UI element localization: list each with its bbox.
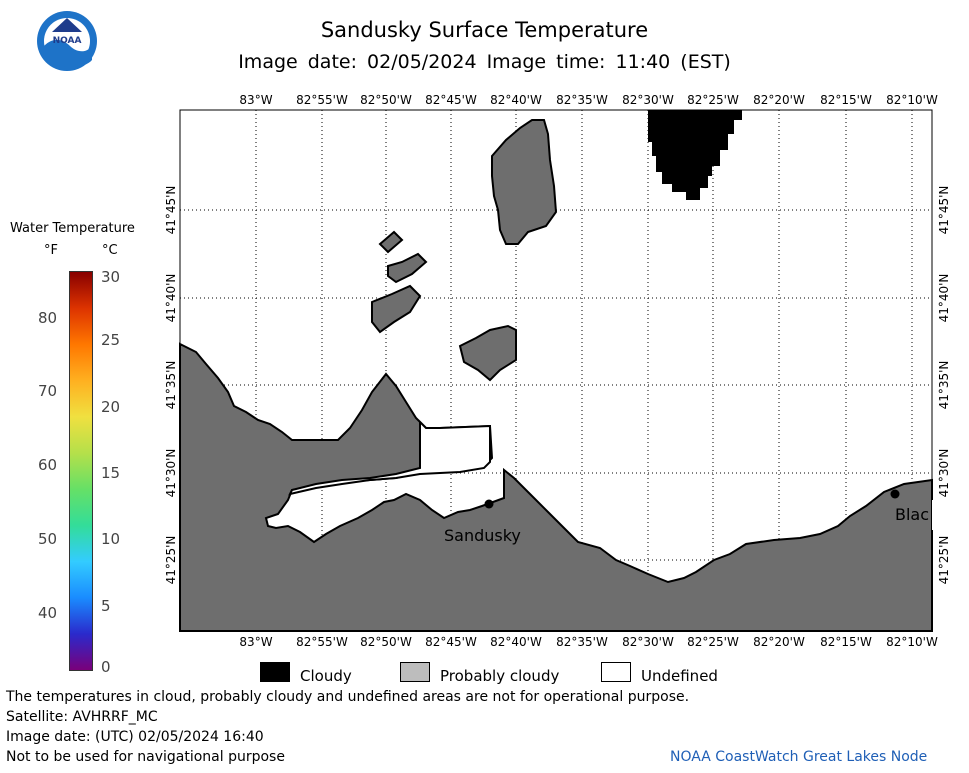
f-tick-80: 80 — [38, 309, 58, 327]
legend-title: Water Temperature — [10, 221, 135, 236]
c-tick-25: 25 — [101, 331, 121, 349]
sandusky-bay — [288, 419, 491, 496]
right-lat-label: 41°35'N — [937, 361, 951, 410]
bottom-lon-label: 82°20'W — [753, 635, 805, 649]
left-lat-label: 41°30'N — [164, 449, 178, 498]
temperature-colorbar — [69, 271, 93, 671]
c-tick-20: 20 — [101, 398, 121, 416]
bottom-lon-label: 82°25'W — [687, 635, 739, 649]
map-title: Sandusky Surface Temperature — [320, 18, 649, 42]
f-tick-40: 40 — [38, 604, 58, 622]
top-lon-label: 83°W — [239, 93, 272, 107]
left-lat-label: 41°25'N — [164, 536, 178, 585]
key-swatch-undefined — [601, 662, 631, 682]
bass-island-1 — [371, 284, 422, 334]
footer-satellite: Satellite: AVHRRF_MC — [6, 709, 158, 725]
right-lat-label: 41°45'N — [937, 186, 951, 235]
top-lon-label: 82°55'W — [296, 93, 348, 107]
bass-island-3 — [378, 230, 404, 254]
top-lon-label: 82°10'W — [886, 93, 938, 107]
c-tick-5: 5 — [101, 597, 111, 615]
bottom-lon-label: 82°35'W — [556, 635, 608, 649]
black-river-marker — [890, 489, 900, 499]
place-label-blac: Blac — [895, 505, 929, 524]
right-lat-label: 41°40'N — [937, 274, 951, 323]
bottom-lon-label: 83°W — [239, 635, 272, 649]
f-tick-70: 70 — [38, 382, 58, 400]
top-lon-label: 82°15'W — [820, 93, 872, 107]
footer-credit: NOAA CoastWatch Great Lakes Node — [670, 749, 928, 765]
key-label-cloudy: Cloudy — [300, 667, 352, 685]
bottom-lon-label: 82°30'W — [622, 635, 674, 649]
footer-utc-date: Image date: (UTC) 02/05/2024 16:40 — [6, 729, 264, 745]
footer-disclaimer: The temperatures in cloud, probably clou… — [6, 689, 690, 705]
c-tick-15: 15 — [101, 464, 121, 482]
c-tick-10: 10 — [101, 530, 121, 548]
left-lat-label: 41°35'N — [164, 361, 178, 410]
key-swatch-cloudy — [260, 662, 290, 682]
c-tick-30: 30 — [101, 268, 121, 286]
kelleys-island — [458, 324, 517, 382]
right-lat-label: 41°25'N — [937, 536, 951, 585]
top-lon-label: 82°20'W — [753, 93, 805, 107]
top-lon-label: 82°50'W — [360, 93, 412, 107]
key-label-probably-cloudy: Probably cloudy — [440, 667, 560, 685]
top-lon-label: 82°40'W — [490, 93, 542, 107]
footer-navigation-warning: Not to be used for navigational purpose — [6, 749, 285, 765]
f-tick-50: 50 — [38, 530, 58, 548]
top-lon-label: 82°45'W — [425, 93, 477, 107]
bottom-lon-label: 82°15'W — [820, 635, 872, 649]
left-lat-label: 41°45'N — [164, 186, 178, 235]
key-swatch-probably-cloudy — [400, 662, 430, 682]
noaa-logo: NOAA — [36, 10, 98, 72]
unit-fahrenheit: °F — [44, 243, 58, 258]
bottom-lon-label: 82°45'W — [425, 635, 477, 649]
bass-island-2 — [387, 252, 428, 284]
bottom-lon-label: 82°55'W — [296, 635, 348, 649]
place-label-sandusky: Sandusky — [444, 526, 521, 545]
bottom-lon-label: 82°40'W — [490, 635, 542, 649]
top-lon-label: 82°35'W — [556, 93, 608, 107]
sandusky-marker — [484, 499, 494, 509]
pelee-island — [491, 119, 558, 245]
right-lat-label: 41°30'N — [937, 449, 951, 498]
key-label-undefined: Undefined — [641, 667, 718, 685]
map-subtitle: Image date: 02/05/2024 Image time: 11:40… — [238, 51, 731, 73]
cloud-region — [648, 110, 742, 200]
top-lon-label: 82°30'W — [622, 93, 674, 107]
left-lat-label: 41°40'N — [164, 274, 178, 323]
svg-text:NOAA: NOAA — [53, 36, 82, 46]
top-lon-label: 82°25'W — [687, 93, 739, 107]
land-mainland — [179, 342, 933, 632]
c-tick-0: 0 — [101, 658, 111, 676]
bottom-lon-label: 82°10'W — [886, 635, 938, 649]
bottom-lon-label: 82°50'W — [360, 635, 412, 649]
f-tick-60: 60 — [38, 456, 58, 474]
unit-celsius: °C — [102, 243, 118, 258]
